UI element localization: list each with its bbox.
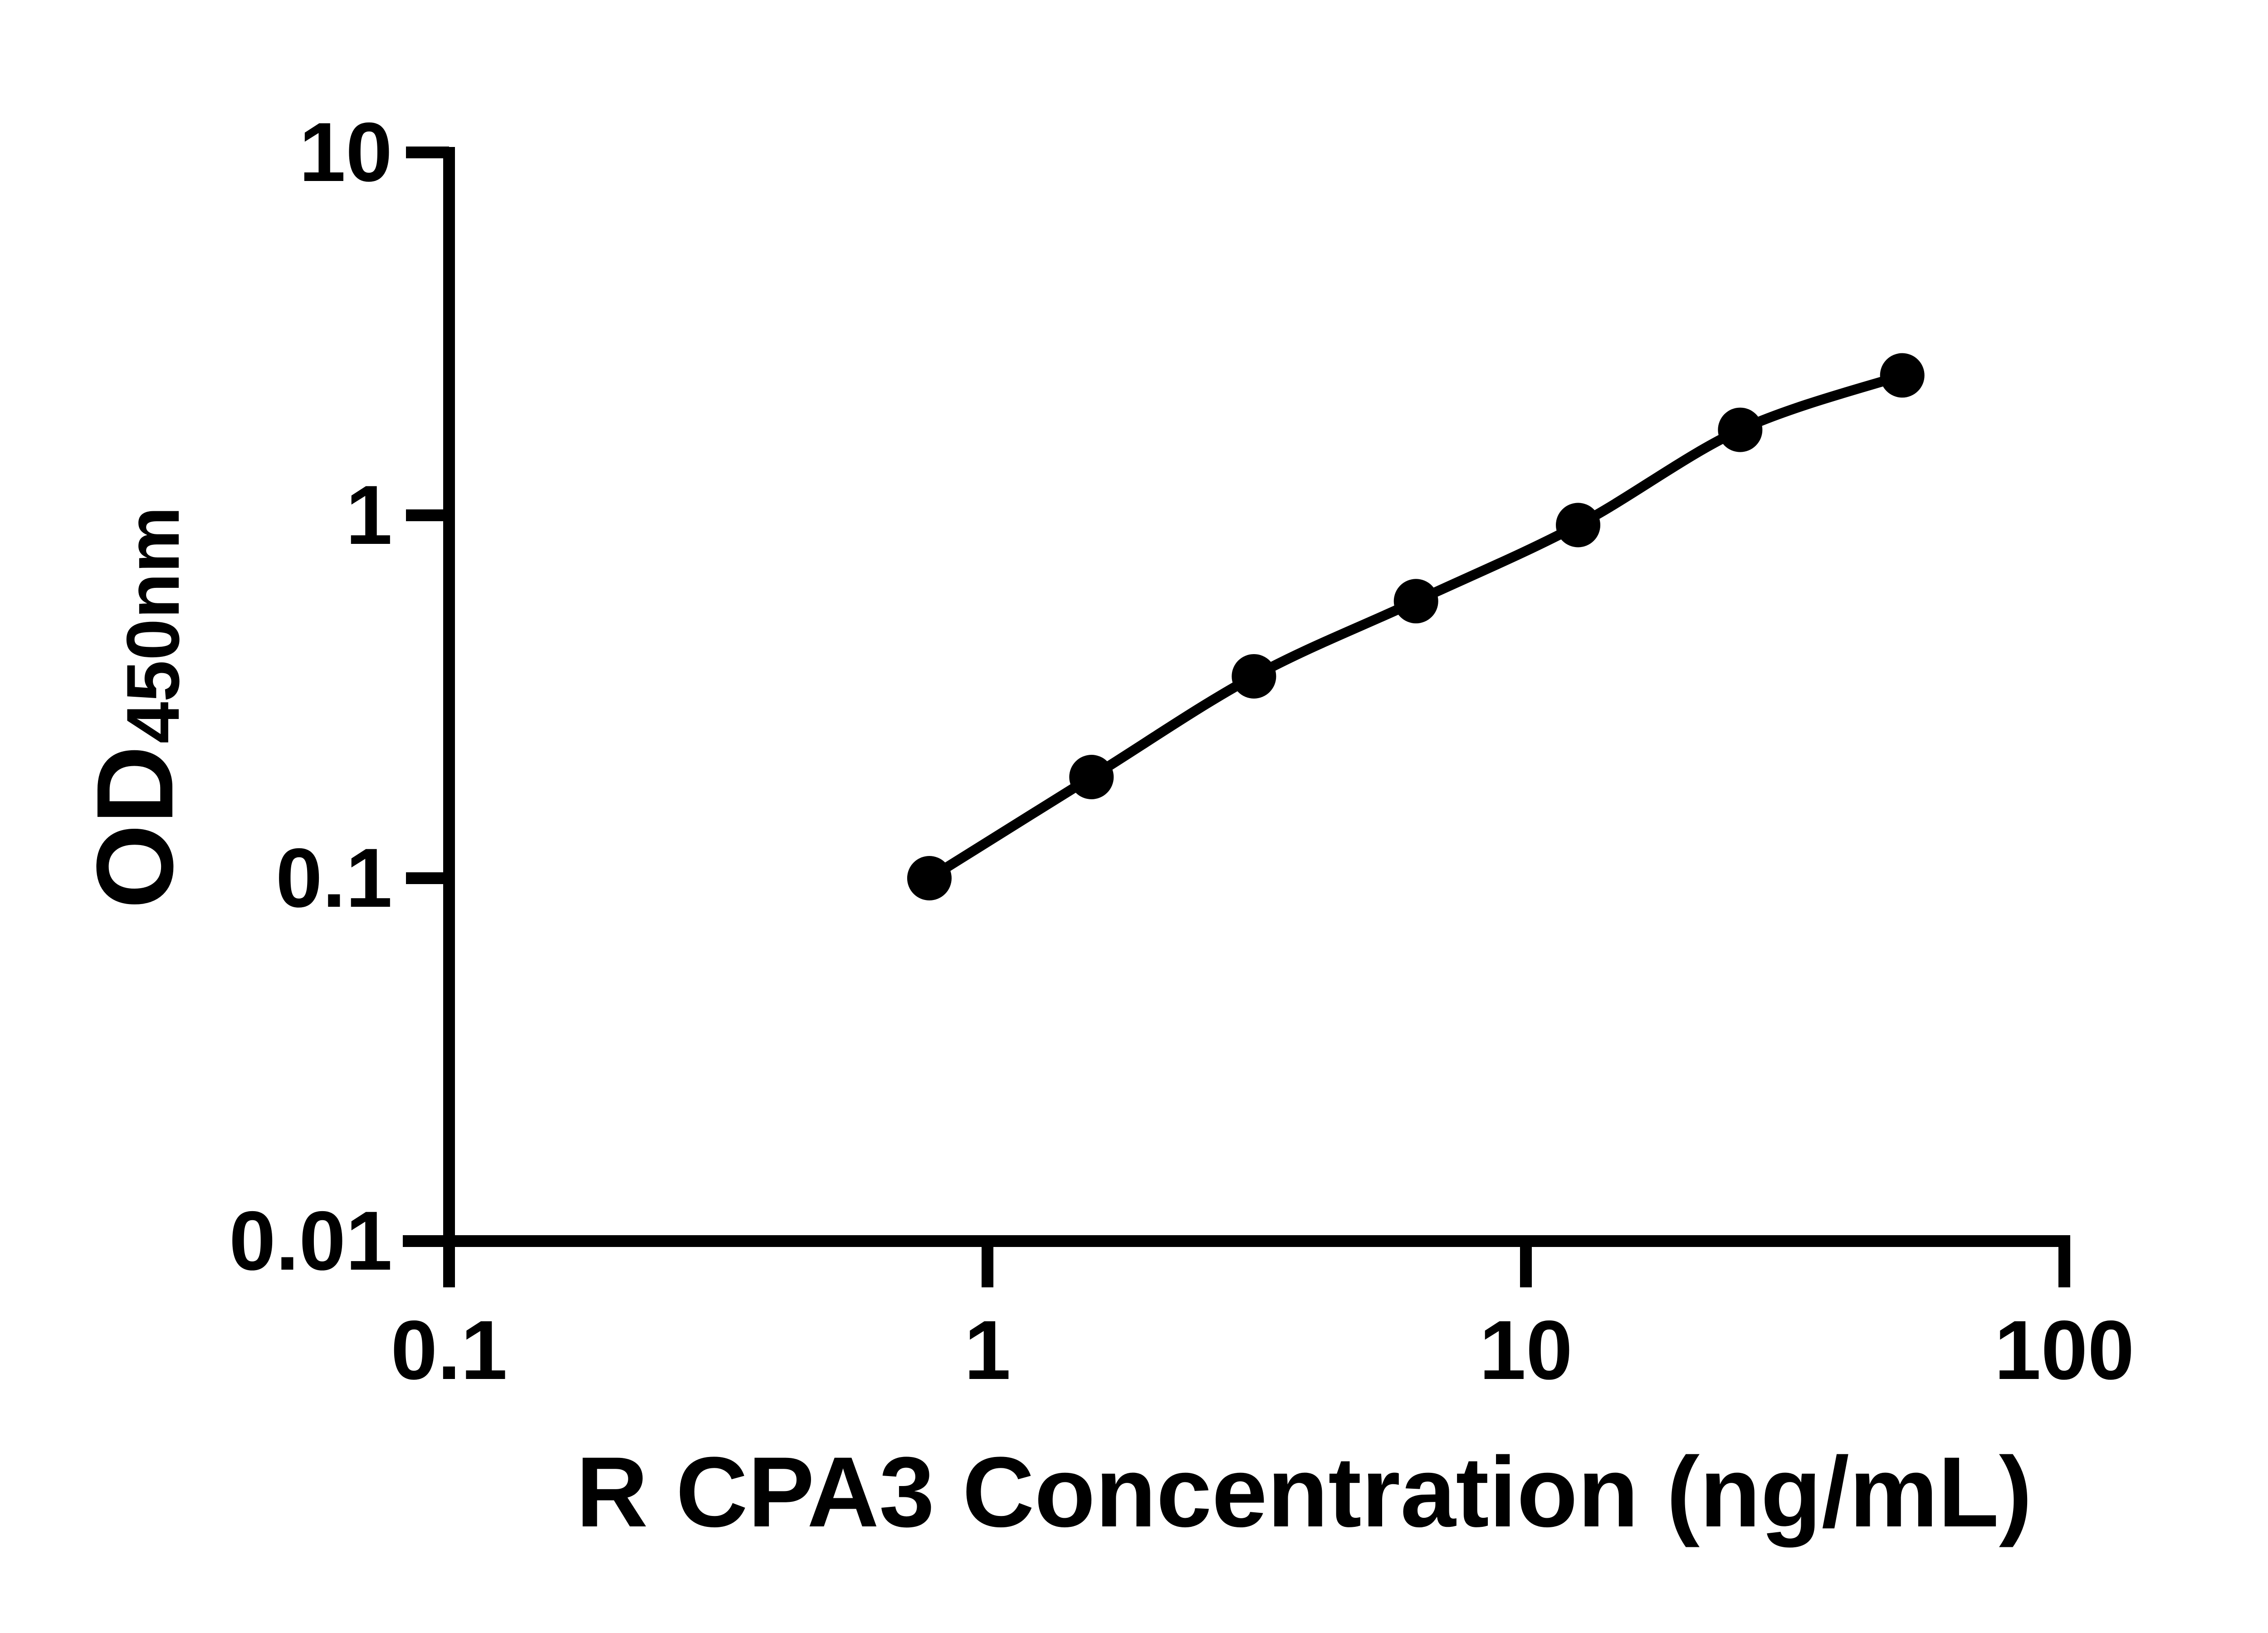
fit-curve-line	[924, 370, 1907, 883]
x-axis-title: R CPA3 Concentration (ng/mL)	[576, 1436, 2032, 1548]
y-tick-label: 0.1	[276, 831, 392, 925]
data-point-marker	[1393, 579, 1438, 624]
data-point-marker	[1718, 407, 1763, 452]
y-tick-label: 0.01	[229, 1194, 392, 1288]
y-axis-title-sub: 450nm	[111, 506, 195, 743]
y-tick-label: 1	[346, 469, 392, 562]
y-axis-ticks: 10 1 0.1 0.01	[229, 106, 449, 1288]
x-tick-label: 100	[1994, 1304, 2135, 1397]
x-tick-label: 0.1	[391, 1304, 507, 1397]
x-tick-label: 1	[964, 1304, 1011, 1397]
data-point-marker	[1069, 754, 1114, 799]
y-axis-title: OD 450nm	[74, 506, 196, 909]
data-point-marker	[1232, 654, 1276, 699]
y-axis-title-main: OD	[74, 746, 196, 909]
data-points	[907, 353, 1925, 900]
x-axis-ticks: 0.1 1 10 100	[391, 1241, 2134, 1397]
data-point-marker	[907, 856, 952, 900]
y-tick-label: 10	[299, 106, 392, 199]
x-tick-label: 10	[1479, 1304, 1573, 1397]
axes	[403, 147, 2070, 1247]
data-point-marker	[1880, 353, 1925, 398]
data-point-marker	[1556, 503, 1601, 548]
